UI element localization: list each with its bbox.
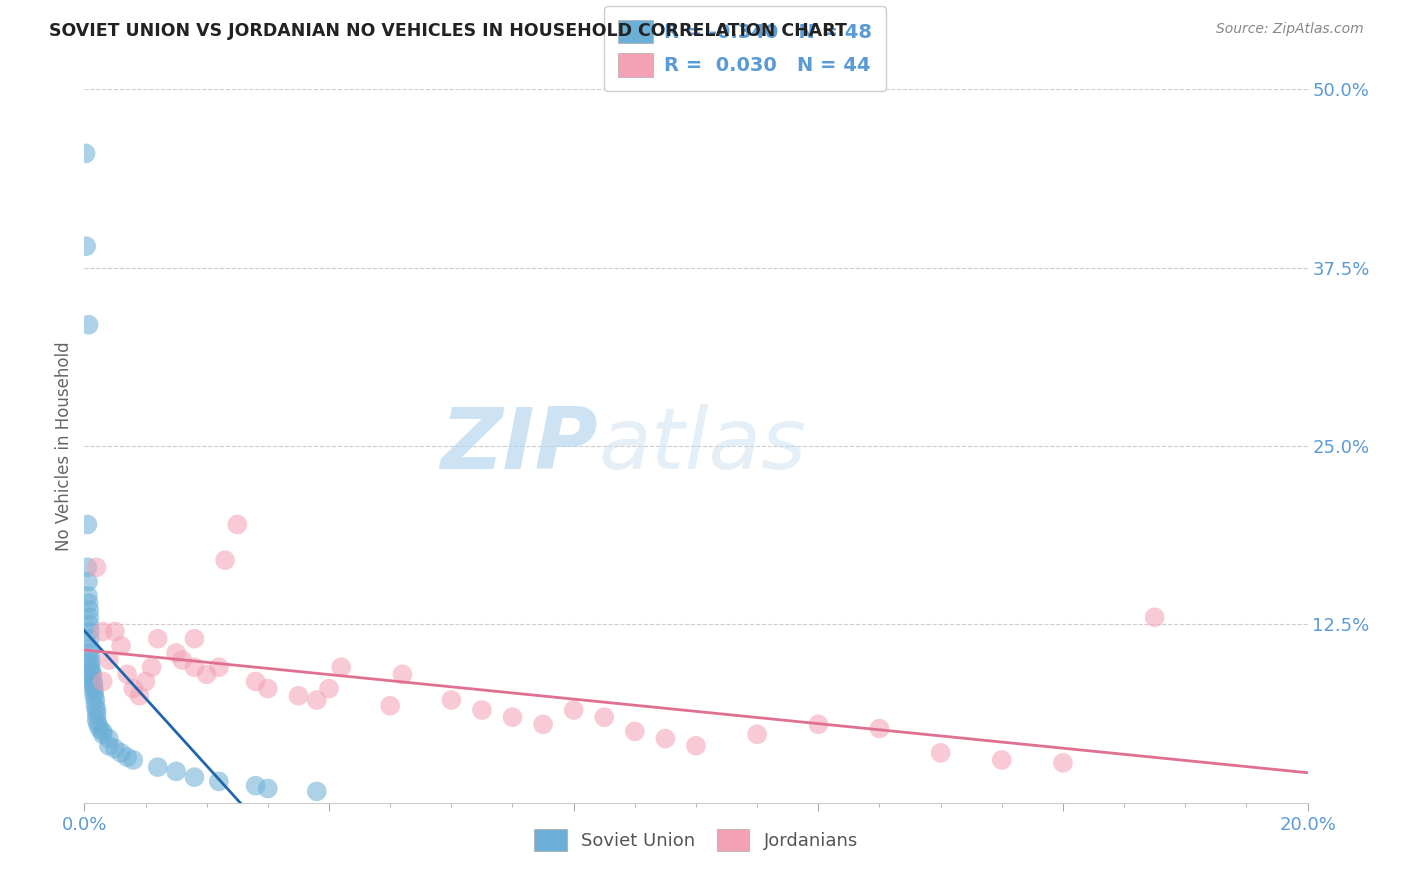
Point bbox=[110, 746, 132, 760]
Point bbox=[76, 517, 98, 532]
Point bbox=[305, 693, 328, 707]
Point bbox=[1143, 610, 1166, 624]
Point bbox=[80, 665, 103, 679]
Point bbox=[83, 677, 105, 691]
Point bbox=[97, 653, 120, 667]
Point bbox=[91, 727, 114, 741]
Point bbox=[305, 784, 328, 798]
Point bbox=[83, 684, 105, 698]
Point bbox=[245, 674, 267, 689]
Point bbox=[869, 722, 891, 736]
Point bbox=[146, 632, 169, 646]
Point bbox=[747, 727, 769, 741]
Point bbox=[86, 560, 108, 574]
Point bbox=[1052, 756, 1074, 770]
Text: ZIP: ZIP bbox=[440, 404, 598, 488]
Y-axis label: No Vehicles in Household: No Vehicles in Household bbox=[55, 341, 73, 551]
Point bbox=[562, 703, 585, 717]
Point bbox=[929, 746, 952, 760]
Point bbox=[654, 731, 676, 746]
Point bbox=[807, 717, 830, 731]
Text: SOVIET UNION VS JORDANIAN NO VEHICLES IN HOUSEHOLD CORRELATION CHART: SOVIET UNION VS JORDANIAN NO VEHICLES IN… bbox=[49, 22, 846, 40]
Point bbox=[104, 624, 127, 639]
Point bbox=[75, 239, 97, 253]
Point bbox=[110, 639, 132, 653]
Point bbox=[183, 632, 205, 646]
Point bbox=[79, 660, 101, 674]
Point bbox=[183, 770, 205, 784]
Point bbox=[79, 632, 101, 646]
Point bbox=[82, 674, 104, 689]
Point bbox=[122, 681, 145, 696]
Point bbox=[257, 681, 280, 696]
Point bbox=[75, 146, 97, 161]
Point bbox=[77, 610, 100, 624]
Point bbox=[214, 553, 236, 567]
Point bbox=[685, 739, 707, 753]
Point bbox=[97, 739, 120, 753]
Point bbox=[86, 703, 108, 717]
Point bbox=[115, 750, 138, 764]
Point bbox=[593, 710, 616, 724]
Point bbox=[91, 624, 114, 639]
Point bbox=[84, 698, 107, 713]
Point bbox=[991, 753, 1014, 767]
Point bbox=[77, 603, 100, 617]
Point bbox=[82, 670, 104, 684]
Point bbox=[97, 731, 120, 746]
Point bbox=[79, 656, 101, 670]
Point bbox=[135, 674, 157, 689]
Point bbox=[146, 760, 169, 774]
Point bbox=[91, 724, 114, 739]
Point bbox=[257, 781, 280, 796]
Point bbox=[79, 653, 101, 667]
Point bbox=[83, 681, 105, 696]
Point bbox=[128, 689, 150, 703]
Point bbox=[122, 753, 145, 767]
Point bbox=[172, 653, 194, 667]
Point bbox=[440, 693, 463, 707]
Point bbox=[287, 689, 309, 703]
Text: Source: ZipAtlas.com: Source: ZipAtlas.com bbox=[1216, 22, 1364, 37]
Point bbox=[79, 641, 101, 656]
Point bbox=[624, 724, 647, 739]
Point bbox=[83, 689, 105, 703]
Point bbox=[141, 660, 163, 674]
Point bbox=[91, 674, 114, 689]
Point bbox=[77, 318, 100, 332]
Point bbox=[87, 717, 110, 731]
Point bbox=[76, 560, 98, 574]
Point bbox=[208, 774, 231, 789]
Point bbox=[77, 574, 100, 589]
Point bbox=[86, 713, 108, 727]
Point bbox=[115, 667, 138, 681]
Point bbox=[104, 741, 127, 756]
Text: atlas: atlas bbox=[598, 404, 806, 488]
Point bbox=[77, 617, 100, 632]
Point bbox=[208, 660, 231, 674]
Point bbox=[245, 779, 267, 793]
Point bbox=[79, 624, 101, 639]
Point bbox=[380, 698, 402, 713]
Point bbox=[77, 589, 100, 603]
Point bbox=[195, 667, 218, 681]
Point bbox=[77, 596, 100, 610]
Point bbox=[86, 707, 108, 722]
Point bbox=[330, 660, 353, 674]
Point bbox=[80, 667, 103, 681]
Point bbox=[471, 703, 494, 717]
Point bbox=[183, 660, 205, 674]
Point bbox=[226, 517, 249, 532]
Point bbox=[79, 646, 101, 660]
Point bbox=[165, 764, 187, 779]
Point bbox=[531, 717, 554, 731]
Legend: Soviet Union, Jordanians: Soviet Union, Jordanians bbox=[527, 822, 865, 858]
Point bbox=[391, 667, 413, 681]
Point bbox=[502, 710, 524, 724]
Point bbox=[84, 693, 107, 707]
Point bbox=[165, 646, 187, 660]
Point bbox=[89, 722, 111, 736]
Point bbox=[318, 681, 340, 696]
